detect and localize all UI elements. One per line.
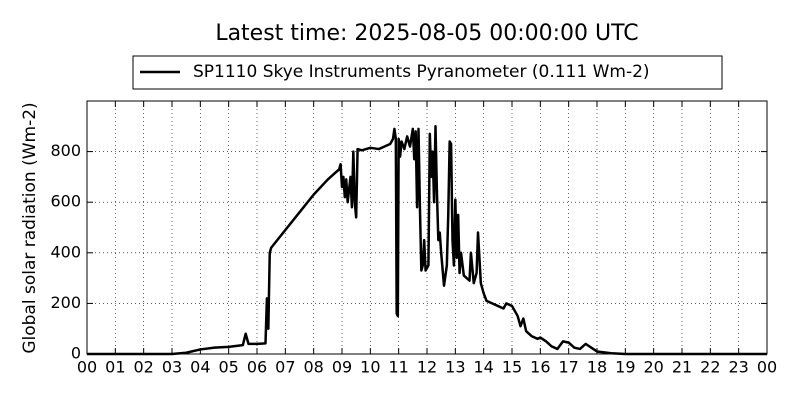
x-tick-label: 13 bbox=[445, 358, 465, 377]
x-tick-label: 15 bbox=[502, 358, 522, 377]
x-tick-label: 21 bbox=[672, 358, 692, 377]
data-line bbox=[87, 125, 767, 356]
x-tick-label: 22 bbox=[700, 358, 720, 377]
x-tick-label: 18 bbox=[587, 358, 607, 377]
y-axis-label: Global solar radiation (Wm-2) bbox=[20, 102, 40, 353]
legend-box bbox=[132, 55, 723, 90]
chart-title: Latest time: 2025-08-05 00:00:00 UTC bbox=[215, 21, 638, 46]
legend-label: SP1110 Skye Instruments Pyranometer (0.1… bbox=[193, 62, 650, 82]
x-tick-label: 17 bbox=[558, 358, 578, 377]
x-tick-label: 23 bbox=[728, 358, 748, 377]
x-tick-label: 00 bbox=[77, 358, 97, 377]
plot-frame bbox=[86, 100, 768, 355]
y-tick-label: 400 bbox=[50, 242, 81, 261]
x-tick-label: 00 bbox=[757, 358, 777, 377]
x-tick-label: 16 bbox=[530, 358, 550, 377]
x-tick-label: 06 bbox=[247, 358, 267, 377]
x-tick-label: 09 bbox=[332, 358, 352, 377]
y-tick-label: 600 bbox=[50, 192, 81, 211]
x-tick-label: 19 bbox=[615, 358, 635, 377]
y-tick-label: 200 bbox=[50, 293, 81, 312]
x-tick-label: 14 bbox=[473, 358, 493, 377]
y-tick-label: 800 bbox=[50, 141, 81, 160]
x-tick-label: 12 bbox=[417, 358, 437, 377]
x-tick-label: 11 bbox=[388, 358, 408, 377]
x-tick-label: 05 bbox=[218, 358, 238, 377]
x-tick-label: 10 bbox=[360, 358, 380, 377]
x-tick-label: 20 bbox=[643, 358, 663, 377]
x-tick-label: 04 bbox=[190, 358, 210, 377]
x-tick-label: 03 bbox=[162, 358, 182, 377]
x-tick-label: 02 bbox=[133, 358, 153, 377]
x-tick-label: 01 bbox=[105, 358, 125, 377]
x-tick-label: 07 bbox=[275, 358, 295, 377]
x-tick-label: 08 bbox=[303, 358, 323, 377]
y-tick-label: 0 bbox=[71, 344, 81, 363]
